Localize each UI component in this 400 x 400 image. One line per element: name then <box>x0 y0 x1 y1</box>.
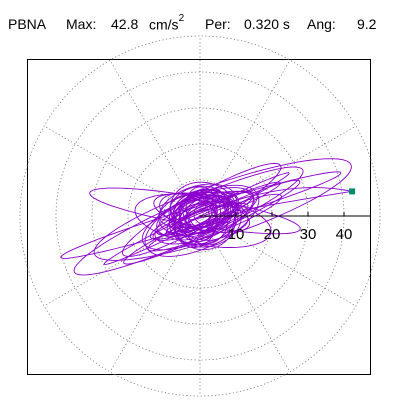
trace-loop-14 <box>158 183 238 236</box>
radial-axis: 10 20 30 40 <box>200 212 371 243</box>
grid-spoke-150 <box>43 125 201 217</box>
trace-loop-4 <box>60 171 342 259</box>
grid-ring-5 <box>19 35 381 397</box>
radial-tick-label-20: 20 <box>264 226 281 243</box>
max-value: 42.8 <box>111 16 139 32</box>
max-marker <box>349 188 356 195</box>
radial-tick-label-10: 10 <box>228 226 245 243</box>
trace-loop-36 <box>184 195 234 235</box>
trace-loop-44 <box>185 200 234 228</box>
per-label: Per: <box>205 16 231 32</box>
response-trace <box>60 158 353 276</box>
grid-spoke-330 <box>199 215 357 307</box>
trace-loop-42 <box>179 189 236 246</box>
trace-loop-7 <box>134 193 272 248</box>
max-unit-base: cm/s <box>149 16 179 33</box>
max-label: Max: <box>66 16 97 32</box>
trace-loop-8 <box>73 166 304 276</box>
radial-tick-label-30: 30 <box>300 226 317 243</box>
ang-label: Ang: <box>307 16 336 32</box>
trace-loop-45 <box>172 192 218 234</box>
max-unit: cm/s2 <box>149 13 185 33</box>
per-value: 0.320 s <box>244 16 290 32</box>
grid-spoke-120 <box>109 59 201 217</box>
trace-loop-12 <box>93 158 352 261</box>
plot-frame <box>27 59 371 375</box>
station-code: PBNA <box>8 16 47 32</box>
trace-loop-43 <box>185 186 222 233</box>
max-marker-group <box>349 188 356 195</box>
max-unit-exponent: 2 <box>178 13 185 24</box>
plot-header: PBNA Max: 42.8 cm/s2 Per: 0.320 s Ang: 9… <box>0 12 400 38</box>
ang-value: 9.2 <box>357 16 377 32</box>
trace-loop-40 <box>156 203 249 236</box>
trace-loop-1 <box>89 187 301 235</box>
grid-spoke-210 <box>43 215 201 307</box>
trace-loop-33 <box>178 203 219 243</box>
radial-tick-label-40: 40 <box>336 226 353 243</box>
